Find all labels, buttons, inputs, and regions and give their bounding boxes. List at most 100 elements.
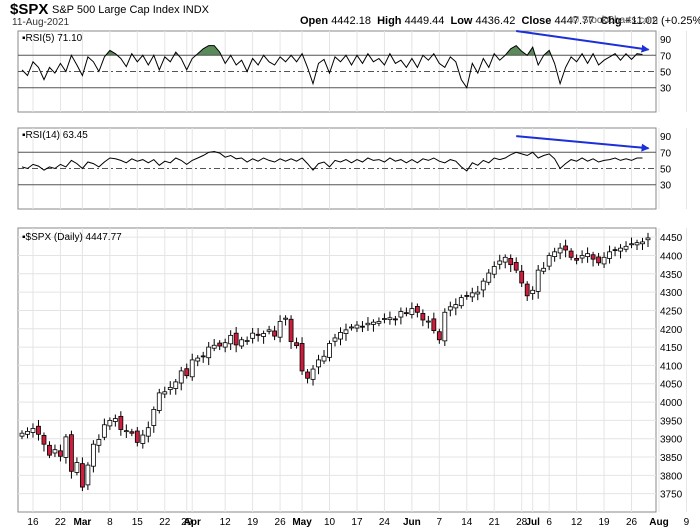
- candle: [568, 248, 574, 261]
- candle: [541, 262, 547, 275]
- x-tick-label-12: 10: [324, 517, 336, 528]
- candle: [453, 298, 459, 316]
- high-label: High: [377, 15, 402, 27]
- candle-body: [129, 431, 135, 434]
- candle-body: [382, 318, 387, 320]
- candle: [101, 418, 107, 441]
- rsi14-y-tick-50: 50: [660, 165, 672, 176]
- candle-body: [535, 269, 541, 292]
- rsi5-label: ▪RSI(5) 71.10: [22, 33, 83, 44]
- candle: [365, 317, 371, 331]
- candle-body: [41, 435, 47, 445]
- candle: [145, 421, 151, 443]
- description-text: S&P 500 Large Cap Index: [52, 4, 180, 16]
- candle: [222, 338, 228, 353]
- x-tick-label-13: 17: [351, 517, 363, 528]
- candle-body: [167, 387, 173, 391]
- candle: [535, 265, 541, 299]
- candle-body: [431, 318, 437, 332]
- candle-body: [90, 443, 96, 467]
- candle-body: [552, 251, 558, 257]
- candle: [30, 423, 36, 438]
- candle: [436, 328, 442, 344]
- candle: [612, 246, 618, 257]
- candle: [134, 426, 140, 447]
- candle-body: [579, 255, 585, 259]
- x-tick-label-14: 24: [379, 517, 391, 528]
- candle: [623, 241, 629, 253]
- candle-body: [360, 325, 365, 328]
- candle: [288, 315, 294, 349]
- candle: [200, 351, 206, 363]
- candle: [305, 369, 310, 384]
- close-value: 4447.77: [554, 15, 595, 27]
- candle: [178, 366, 184, 391]
- price-y-tick-4450: 4450: [660, 233, 683, 244]
- rsi5-y-tick-50: 50: [660, 68, 672, 79]
- candle-body: [354, 324, 360, 329]
- candle: [563, 239, 569, 258]
- candle: [36, 420, 41, 441]
- candle-body: [475, 291, 481, 295]
- x-tick-label-21: 6: [546, 517, 552, 528]
- candle: [151, 406, 157, 433]
- candle: [431, 312, 437, 334]
- chg-value: +11.02 (+0.25%): [624, 15, 700, 27]
- candle-body: [58, 450, 63, 457]
- candle: [239, 336, 245, 349]
- candle: [244, 336, 250, 345]
- candle-body: [244, 340, 250, 342]
- candle: [398, 307, 404, 325]
- candle-body: [101, 424, 107, 438]
- candle: [58, 444, 63, 462]
- x-tick-label-22: 12: [571, 517, 583, 528]
- candle: [217, 340, 223, 351]
- candle-body: [464, 295, 470, 297]
- candle: [294, 337, 299, 349]
- candle: [585, 247, 590, 263]
- candle: [85, 462, 91, 491]
- ohlc-readout: Open 4442.18 High 4449.44 Low 4436.42 Cl…: [300, 15, 700, 27]
- candle-body: [574, 258, 580, 261]
- price-y-tick-4050: 4050: [660, 380, 683, 391]
- candle: [425, 315, 431, 329]
- price-y-tick-3850: 3850: [660, 453, 683, 464]
- open-value: 4442.18: [331, 15, 371, 27]
- candle-body: [107, 419, 113, 427]
- candle: [596, 252, 601, 266]
- candle-body: [338, 332, 343, 340]
- candle-body: [343, 329, 349, 334]
- candle: [618, 244, 623, 259]
- candle-body: [447, 306, 453, 311]
- x-tick-label-3: 8: [107, 517, 113, 528]
- candle-body: [332, 337, 338, 342]
- candle: [261, 330, 267, 344]
- candle-body: [173, 381, 179, 389]
- candle-body: [530, 289, 536, 294]
- rsi14-line: [21, 150, 643, 172]
- candle-body: [349, 326, 354, 329]
- candle: [590, 251, 596, 267]
- price-panel-frame: [17, 227, 657, 513]
- price-y-tick-4400: 4400: [660, 251, 683, 262]
- candle: [343, 323, 349, 341]
- candle-body: [387, 317, 393, 321]
- candle-body: [250, 332, 256, 339]
- candle: [349, 324, 354, 331]
- candle: [283, 315, 288, 326]
- candle: [63, 433, 69, 464]
- x-tick-label-11: May: [292, 517, 312, 528]
- candle: [184, 363, 190, 379]
- candle: [382, 313, 387, 324]
- candle-body: [568, 250, 574, 258]
- candle-body: [178, 370, 184, 384]
- candle: [41, 432, 47, 452]
- candle: [206, 341, 212, 366]
- candle-body: [74, 462, 80, 473]
- symbol-description: S&P 500 Large Cap Index INDX: [52, 4, 209, 16]
- candle: [173, 378, 179, 395]
- candle: [250, 328, 256, 344]
- x-tick-label-16: 7: [437, 517, 443, 528]
- candle-body: [305, 371, 310, 379]
- candle: [393, 315, 398, 326]
